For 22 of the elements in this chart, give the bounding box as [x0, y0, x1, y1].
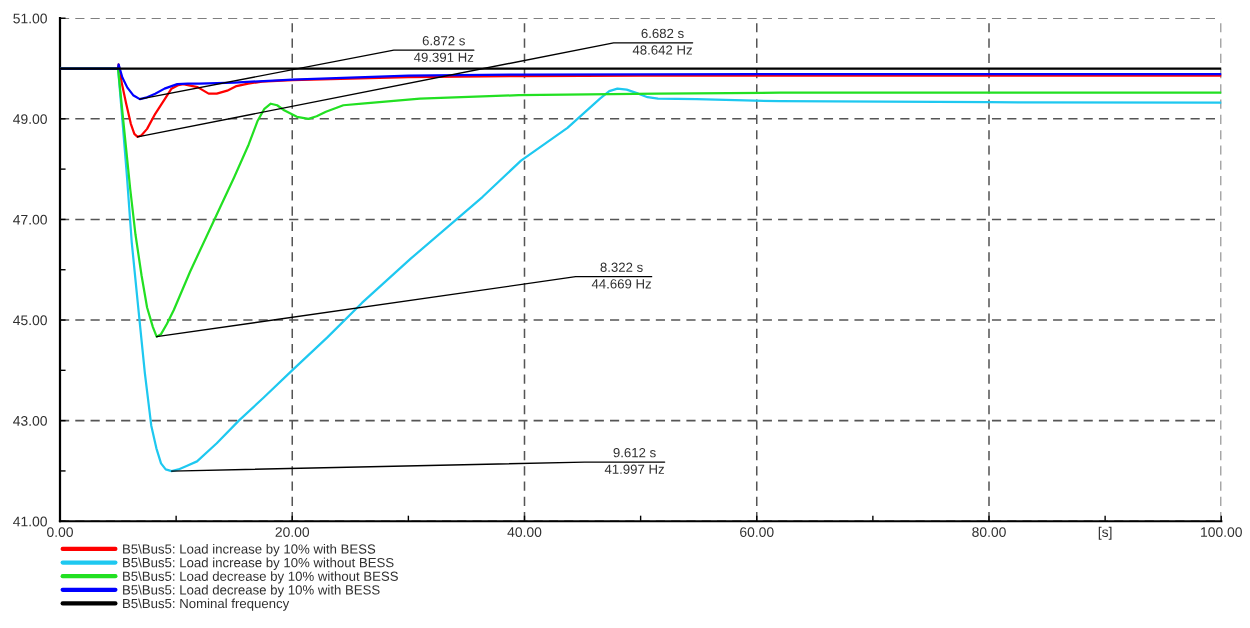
- legend-label: B5\Bus5: Load decrease by 10% without BESS: [123, 571, 398, 584]
- x-tick-label: 60.00: [740, 527, 774, 537]
- annotation: 9.612 s 41.997 Hz: [604, 447, 664, 474]
- legend-label: B5\Bus5: Load decrease by 10% with BESS: [123, 584, 380, 598]
- y-tick-label: 43.00: [13, 415, 47, 426]
- y-tick-label: 47.00: [13, 214, 47, 225]
- legend-label: B5\Bus5: Load increase by 10% without BESS: [123, 557, 394, 570]
- annotation: 6.682 s 48.642 Hz: [632, 28, 692, 55]
- x-tick-label: 20.00: [275, 527, 310, 537]
- legend-label: B5\Bus5: Load increase by 10% with BESS: [123, 544, 376, 557]
- y-tick-label: 49.00: [13, 114, 47, 124]
- x-tick-label: 40.00: [507, 527, 542, 537]
- x-tick-label: 0.00: [47, 527, 73, 537]
- y-tick-label: 41.00: [13, 516, 47, 527]
- y-tick-label: 51.00: [13, 13, 47, 24]
- y-tick-label: 45.00: [13, 315, 47, 326]
- annotation: 8.322 s 44.669 Hz: [591, 262, 651, 289]
- x-tick-label: 80.00: [972, 527, 1006, 537]
- legend-label: B5\Bus5: Nominal frequency: [123, 598, 290, 611]
- annotation: 6.872 s 49.391 Hz: [413, 36, 474, 62]
- x-axis-title: [s]: [1098, 526, 1112, 540]
- x-tick-label: 100.00: [1201, 527, 1242, 537]
